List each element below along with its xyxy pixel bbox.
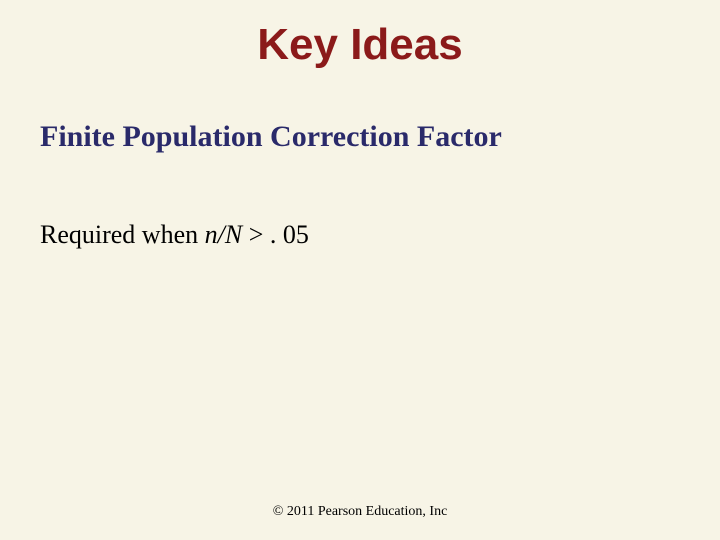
- slide-subtitle: Finite Population Correction Factor: [40, 120, 502, 154]
- body-suffix: > . 05: [242, 220, 309, 249]
- body-italic: n/N: [205, 220, 243, 249]
- slide-title: Key Ideas: [0, 20, 720, 70]
- slide: Key Ideas Finite Population Correction F…: [0, 0, 720, 540]
- copyright-footer: © 2011 Pearson Education, Inc: [0, 504, 720, 520]
- body-line: Required when n/N > . 05: [40, 220, 309, 250]
- body-prefix: Required when: [40, 220, 205, 249]
